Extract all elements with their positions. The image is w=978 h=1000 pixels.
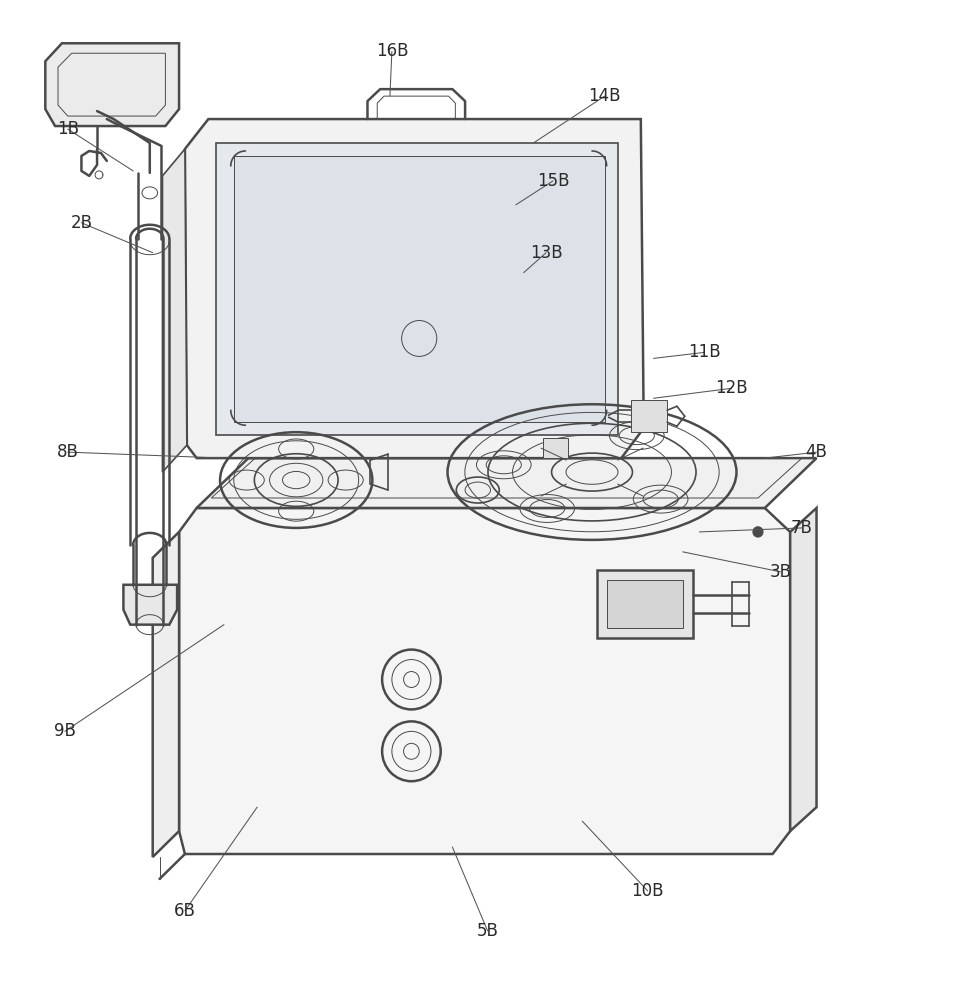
Polygon shape: [597, 570, 691, 638]
Text: 14B: 14B: [588, 87, 620, 105]
Polygon shape: [606, 580, 682, 628]
Text: 1B: 1B: [57, 120, 78, 138]
Text: 10B: 10B: [631, 882, 663, 900]
Polygon shape: [197, 458, 816, 508]
Polygon shape: [234, 156, 604, 422]
Text: 16B: 16B: [376, 42, 408, 60]
Text: 9B: 9B: [54, 722, 75, 740]
Text: 8B: 8B: [57, 443, 78, 461]
Text: 11B: 11B: [688, 343, 720, 361]
Circle shape: [752, 527, 762, 537]
Text: 6B: 6B: [174, 902, 196, 920]
Text: 12B: 12B: [715, 379, 747, 397]
Polygon shape: [543, 438, 567, 458]
Text: 3B: 3B: [769, 563, 790, 581]
Polygon shape: [631, 400, 666, 432]
Polygon shape: [216, 143, 618, 435]
Polygon shape: [185, 119, 644, 458]
Text: 4B: 4B: [805, 443, 826, 461]
Polygon shape: [153, 532, 179, 857]
Text: 15B: 15B: [536, 172, 568, 190]
Text: 2B: 2B: [70, 214, 92, 232]
Text: 7B: 7B: [790, 519, 812, 537]
Text: 13B: 13B: [529, 244, 561, 262]
Polygon shape: [45, 43, 179, 126]
Polygon shape: [179, 508, 789, 854]
Polygon shape: [123, 585, 177, 625]
Text: 5B: 5B: [476, 922, 498, 940]
Polygon shape: [789, 508, 816, 831]
Polygon shape: [162, 149, 187, 472]
